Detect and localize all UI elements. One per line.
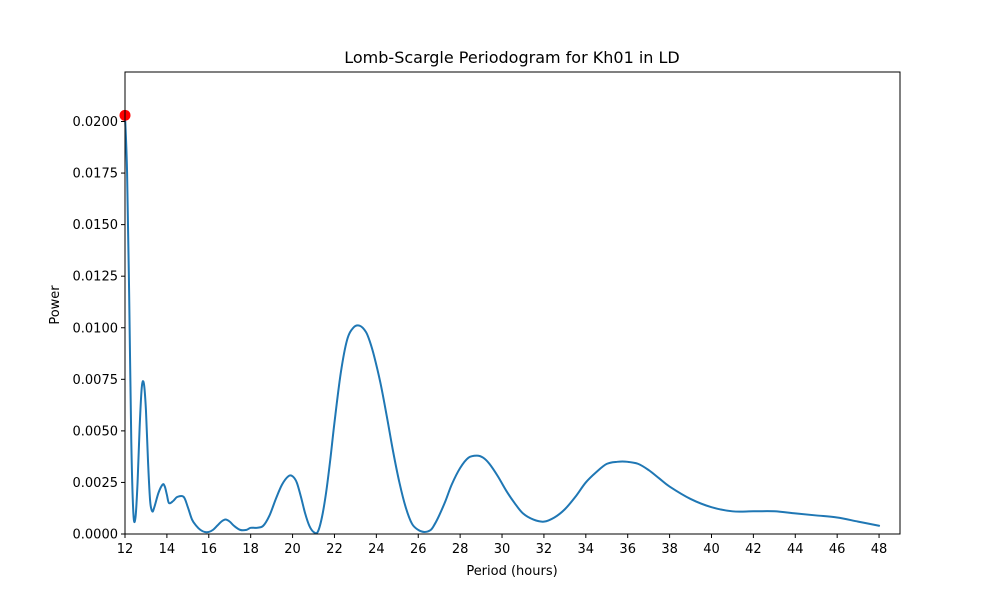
- x-tick-label: 26: [410, 542, 427, 557]
- chart-title: Lomb-Scargle Periodogram for Kh01 in LD: [344, 48, 679, 67]
- x-tick-label: 38: [661, 542, 678, 557]
- y-axis: 0.0000 0.0025 0.0050 0.0075 0.0100 0.0125 0.01…: [73, 115, 125, 543]
- x-tick-label: 28: [452, 542, 469, 557]
- y-tick-label: 0.0100: [73, 321, 119, 336]
- x-tick-label: 20: [284, 542, 301, 557]
- y-axis-label: Power: [48, 285, 63, 325]
- x-tick-label: 34: [578, 542, 595, 557]
- y-tick-label: 0.0175: [73, 167, 119, 182]
- x-tick-label: 40: [703, 542, 720, 557]
- x-tick-label: 46: [829, 542, 846, 557]
- y-tick-label: 0.0150: [73, 218, 119, 233]
- y-tick-label: 0.0000: [73, 528, 119, 543]
- x-tick-label: 44: [787, 542, 804, 557]
- y-tick-label: 0.0125: [73, 270, 119, 285]
- x-tick-label: 22: [326, 542, 343, 557]
- x-tick-label: 48: [871, 542, 888, 557]
- x-tick-label: 24: [368, 542, 385, 557]
- x-tick-label: 16: [201, 542, 218, 557]
- power-series-line: [124, 114, 881, 535]
- y-tick-label: 0.0075: [73, 373, 119, 388]
- x-tick-label: 18: [242, 542, 259, 557]
- y-tick-label: 0.0025: [73, 476, 119, 491]
- y-tick-label: 0.0200: [73, 115, 119, 130]
- plot-area: [119, 109, 881, 535]
- x-tick-label: 36: [619, 542, 636, 557]
- x-axis: 12 14 16 18 20 22 24 26 28 30 32 34 36 38 40 42 44 46 48: [117, 534, 888, 557]
- x-tick-label: 12: [117, 542, 134, 557]
- x-tick-label: 30: [494, 542, 511, 557]
- x-tick-label: 14: [159, 542, 176, 557]
- x-tick-label: 32: [536, 542, 553, 557]
- x-tick-label: 42: [745, 542, 762, 557]
- x-axis-label: Period (hours): [466, 564, 557, 579]
- y-tick-label: 0.0050: [73, 424, 119, 439]
- plot-frame: [124, 71, 901, 535]
